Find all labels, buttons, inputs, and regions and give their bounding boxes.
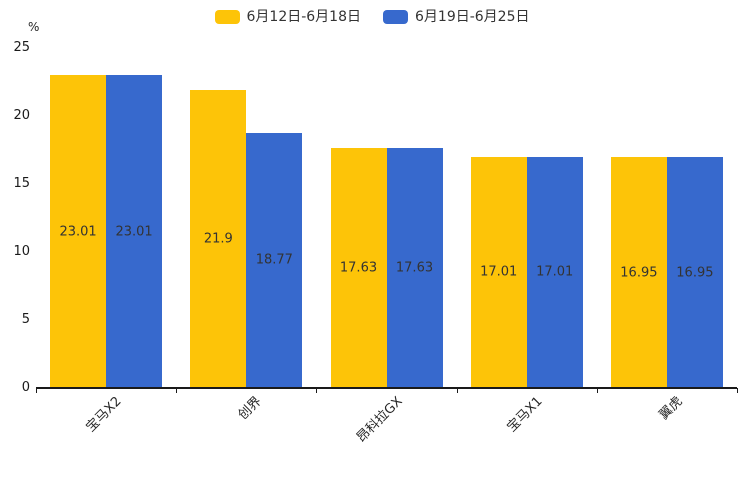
bar-value-label: 17.01 xyxy=(536,264,574,280)
y-axis-tick-label: 25 xyxy=(13,40,30,55)
bar-week2[interactable]: 17.63 xyxy=(386,148,443,388)
bar-value-label: 18.77 xyxy=(255,252,293,268)
y-axis-tick-label: 5 xyxy=(21,312,30,327)
bar-value-label: 23.01 xyxy=(59,224,97,240)
x-axis-tick-mark xyxy=(316,388,318,393)
x-axis-tick-mark xyxy=(596,388,598,393)
bar-week1[interactable]: 16.95 xyxy=(610,157,667,388)
bar-value-label: 17.01 xyxy=(480,264,518,280)
bar-value-label: 17.63 xyxy=(339,260,378,276)
x-axis-tick-mark xyxy=(737,388,738,393)
x-axis-category-label: 宝马X2 xyxy=(83,394,125,436)
bar-week2[interactable]: 18.77 xyxy=(246,132,303,388)
bar-week2[interactable]: 16.95 xyxy=(666,157,723,388)
x-axis-category-label: 昂科拉GX xyxy=(353,394,406,446)
bar-value-label: 17.63 xyxy=(395,260,434,276)
legend-swatch-blue xyxy=(383,10,408,24)
bar-week2[interactable]: 17.01 xyxy=(526,156,583,388)
x-axis-tick-mark xyxy=(36,388,37,393)
bar-value-label: 16.95 xyxy=(620,265,658,281)
x-axis-category-label: 宝马X1 xyxy=(504,394,546,436)
y-axis-tick-label: 0 xyxy=(21,380,30,395)
y-axis-tick-label: 10 xyxy=(13,244,30,259)
x-axis-category-label: 创界 xyxy=(235,394,265,424)
y-axis-tick-label: 15 xyxy=(13,176,30,191)
bar-week1[interactable]: 17.63 xyxy=(330,148,387,388)
bar-week1[interactable]: 23.01 xyxy=(50,75,107,388)
legend-label-week1: 6月12日-6月18日 xyxy=(246,9,362,25)
legend-swatch-yellow xyxy=(214,10,240,24)
bar-week1[interactable]: 21.9 xyxy=(190,90,247,388)
x-axis-tick-mark xyxy=(456,388,458,393)
bar-value-label: 23.01 xyxy=(115,224,153,240)
x-axis-category-label: 翼虎 xyxy=(656,394,686,424)
x-axis-tick-mark xyxy=(176,388,178,393)
bar-value-label: 16.95 xyxy=(676,265,714,281)
y-axis-tick-label: 20 xyxy=(13,108,30,123)
y-axis-unit-label: % xyxy=(28,20,40,34)
x-axis-line xyxy=(36,387,737,389)
legend-item-week2[interactable]: 6月19日-6月25日 xyxy=(383,8,530,26)
chart-legend: 6月12日-6月18日 6月19日-6月25日 xyxy=(0,8,744,26)
bar-week2[interactable]: 23.01 xyxy=(106,75,163,388)
bar-week1[interactable]: 17.01 xyxy=(470,156,527,388)
bar-value-label: 21.9 xyxy=(203,231,233,247)
legend-label-week2: 6月19日-6月25日 xyxy=(415,9,530,25)
legend-item-week1[interactable]: 6月12日-6月18日 xyxy=(214,8,362,26)
